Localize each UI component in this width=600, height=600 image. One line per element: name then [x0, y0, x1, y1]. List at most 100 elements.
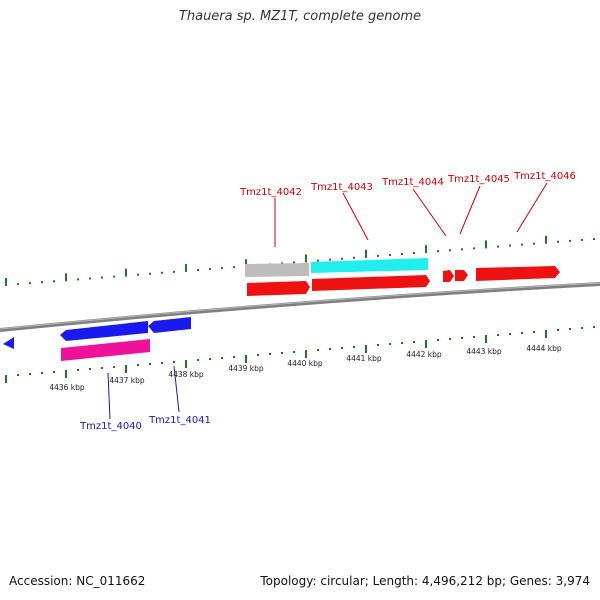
- minor-tick: [449, 249, 451, 252]
- gene-label-tmz1t-4041: Tmz1t_4041: [148, 415, 211, 426]
- minor-tick: [209, 268, 211, 271]
- major-tick: [5, 375, 7, 383]
- minor-tick: [293, 351, 295, 353]
- minor-tick: [557, 240, 559, 243]
- accession-text: Accession: NC_011662: [9, 574, 146, 588]
- minor-tick: [53, 280, 55, 283]
- map-title: Thauera sp. MZ1T, complete genome: [178, 9, 422, 24]
- minor-tick: [569, 239, 571, 242]
- gene-tmz1t-4040-magenta[interactable]: [61, 339, 150, 361]
- minor-tick: [377, 344, 379, 346]
- scale-label-4443: 4443 kbp: [466, 347, 502, 356]
- minor-tick: [41, 372, 43, 374]
- minor-tick: [113, 366, 115, 368]
- minor-tick: [197, 359, 199, 361]
- minor-tick: [413, 252, 415, 255]
- major-tick: [365, 249, 367, 258]
- gene-label-tmz1t-4044: Tmz1t_4044: [381, 177, 444, 188]
- minor-tick: [161, 362, 163, 364]
- minor-tick: [329, 258, 331, 261]
- minor-tick: [401, 342, 403, 344]
- minor-tick: [533, 331, 535, 333]
- minor-tick: [221, 267, 223, 270]
- minor-tick: [533, 242, 535, 245]
- major-tick: [245, 355, 247, 363]
- major-tick: [365, 345, 367, 353]
- gene-tmz1t-4040-blue[interactable]: [60, 321, 148, 341]
- gene-tmz1t-4043-red[interactable]: [312, 275, 430, 291]
- minor-tick: [161, 271, 163, 274]
- minor-tick: [281, 352, 283, 354]
- minor-tick: [317, 259, 319, 262]
- major-tick: [545, 330, 547, 338]
- gene-label-tmz1t-4046: Tmz1t_4046: [513, 171, 576, 182]
- minor-tick: [149, 363, 151, 365]
- major-tick: [425, 340, 427, 348]
- minor-tick: [137, 273, 139, 276]
- minor-tick: [593, 326, 595, 328]
- minor-tick: [17, 283, 19, 286]
- gene-tmz1t-4044-red[interactable]: [443, 270, 454, 282]
- minor-tick: [29, 282, 31, 285]
- minor-tick: [29, 373, 31, 375]
- minor-tick: [209, 358, 211, 360]
- scale-label-4438: 4438 kbp: [168, 370, 204, 379]
- major-tick: [5, 278, 7, 286]
- lower-tick-row: [5, 326, 595, 383]
- scale-label-4439: 4439 kbp: [228, 364, 264, 373]
- genome-backbone: [0, 282, 600, 332]
- minor-tick: [293, 261, 295, 264]
- minor-tick: [389, 253, 391, 256]
- major-tick: [125, 268, 127, 277]
- gene-label-tmz1t-4045: Tmz1t_4045: [447, 174, 510, 185]
- gene-tmz1t-4046-red[interactable]: [476, 266, 560, 281]
- minor-tick: [377, 254, 379, 257]
- minor-tick: [53, 371, 55, 373]
- minor-tick: [461, 337, 463, 339]
- minor-tick: [569, 328, 571, 330]
- gene-tmz1t-4045-red[interactable]: [455, 270, 468, 281]
- minor-tick: [413, 341, 415, 343]
- minor-tick: [257, 354, 259, 356]
- gene-tmz1t-4042-red[interactable]: [247, 281, 310, 296]
- minor-tick: [581, 238, 583, 241]
- minor-tick: [173, 270, 175, 273]
- minor-tick: [473, 336, 475, 338]
- minor-tick: [233, 266, 235, 269]
- scale-label-4441: 4441 kbp: [346, 354, 382, 363]
- minor-tick: [77, 278, 79, 281]
- minor-tick: [341, 257, 343, 260]
- minor-tick: [521, 243, 523, 246]
- minor-tick: [509, 244, 511, 247]
- genome-summary-text: Topology: circular; Length: 4,496,212 bp…: [260, 574, 590, 588]
- gene-label-tmz1t-4043: Tmz1t_4043: [310, 182, 373, 193]
- minor-tick: [437, 339, 439, 341]
- minor-tick: [329, 348, 331, 350]
- minor-tick: [521, 332, 523, 334]
- minor-tick: [149, 272, 151, 275]
- major-tick: [545, 235, 547, 244]
- minor-tick: [461, 248, 463, 251]
- minor-tick: [437, 250, 439, 253]
- major-tick: [425, 245, 427, 254]
- major-tick: [485, 335, 487, 343]
- major-tick: [245, 259, 247, 268]
- major-tick: [65, 370, 67, 378]
- minor-tick: [137, 364, 139, 366]
- gene-tmz1t-4042-grey[interactable]: [245, 263, 309, 277]
- major-tick: [485, 240, 487, 249]
- minor-tick: [197, 268, 199, 271]
- scale-label-4436: 4436 kbp: [49, 383, 85, 392]
- minor-tick: [101, 367, 103, 369]
- minor-tick: [77, 369, 79, 371]
- gene-tmz1t-4041-blue[interactable]: [148, 317, 191, 333]
- major-tick: [185, 360, 187, 368]
- minor-tick: [113, 275, 115, 278]
- gene-small-blue-left[interactable]: [3, 337, 14, 349]
- major-tick: [305, 254, 307, 263]
- minor-tick: [509, 333, 511, 335]
- minor-tick: [233, 356, 235, 358]
- gene-tmz1t-4043-cyan[interactable]: [311, 258, 428, 273]
- minor-tick: [317, 349, 319, 351]
